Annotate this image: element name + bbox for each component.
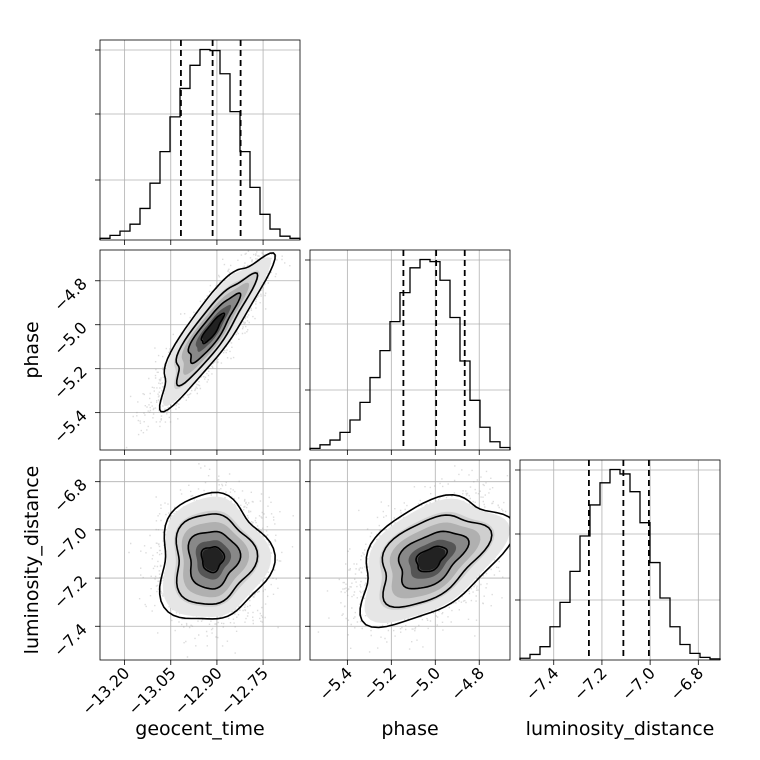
histogram-step-phase bbox=[309, 258, 511, 450]
axes-frame bbox=[99, 249, 301, 451]
y-tick-label: −7.0 bbox=[50, 523, 91, 564]
contour-line bbox=[397, 530, 470, 590]
histogram-panel-geocent-time bbox=[95, 39, 301, 245]
histogram-step-geocent-time bbox=[99, 48, 301, 240]
x-tick-label: −6.8 bbox=[666, 663, 707, 704]
x-tick-label: −13.20 bbox=[78, 663, 133, 718]
y-tick-label: −7.2 bbox=[50, 571, 91, 612]
contour-line bbox=[187, 530, 242, 590]
contour-line bbox=[187, 292, 242, 365]
y-tick-label: −5.4 bbox=[50, 406, 91, 447]
axes-frame bbox=[309, 249, 511, 451]
x-tick-label: −13.05 bbox=[124, 663, 179, 718]
axes-frame bbox=[519, 459, 721, 661]
scatter-panel-geocent-time-vs-luminosity-distance: −13.20−13.05−12.90−12.75 −7.4 −7.2 −7.0 −6.8 bbox=[50, 459, 301, 719]
density-level bbox=[202, 547, 224, 572]
y-tick-label: −5.0 bbox=[50, 318, 91, 359]
y-axis-label-phase: phase bbox=[21, 321, 43, 378]
x-axis-label-geocent-time: geocent_time bbox=[135, 718, 264, 740]
y-tick-label: −7.4 bbox=[50, 620, 91, 661]
contour-line bbox=[175, 513, 259, 605]
contour-line bbox=[415, 545, 449, 573]
x-tick-label: −4.8 bbox=[447, 663, 488, 704]
axes-frame bbox=[99, 39, 301, 241]
histogram-panel-phase bbox=[305, 249, 511, 455]
scatter-panel-geocent-time-vs-phase: −5.4−5.2−5.0−4.8 bbox=[50, 249, 301, 455]
x-tick-label: −12.90 bbox=[170, 663, 225, 718]
y-tick-label: −5.2 bbox=[50, 362, 91, 403]
scatter-panel-phase-vs-luminosity-distance: −5.4 −5.2 −5.0 −4.8 bbox=[305, 459, 511, 704]
x-tick-label: −7.0 bbox=[618, 663, 659, 704]
contour-line bbox=[175, 271, 259, 387]
y-axis-label-luminosity-distance: luminosity_distance bbox=[21, 466, 43, 655]
axes-frame bbox=[309, 459, 511, 661]
density-level bbox=[417, 547, 446, 571]
x-axis-label-phase: phase bbox=[381, 718, 438, 740]
histogram-step-luminosity-distance bbox=[519, 468, 721, 660]
x-tick-label: −7.2 bbox=[570, 663, 611, 704]
contour-line bbox=[200, 546, 226, 574]
contour-line bbox=[381, 514, 493, 609]
contour-line bbox=[158, 491, 276, 620]
axes-frame bbox=[99, 459, 301, 661]
x-tick-label: −12.75 bbox=[217, 663, 272, 718]
x-tick-label: −5.0 bbox=[403, 663, 444, 704]
contour-line bbox=[158, 252, 276, 413]
density-level bbox=[202, 315, 224, 343]
x-tick-label: −5.2 bbox=[359, 663, 400, 704]
contour-line bbox=[359, 493, 510, 629]
contour-line bbox=[200, 312, 226, 345]
y-tick-label: −6.8 bbox=[50, 475, 91, 516]
y-tick-label: −4.8 bbox=[50, 274, 91, 315]
x-tick-label: −5.4 bbox=[315, 663, 356, 704]
histogram-panel-luminosity-distance: −7.4 −7.2 −7.0 −6.8 bbox=[515, 459, 721, 704]
x-tick-label: −7.4 bbox=[522, 663, 563, 704]
x-axis-label-luminosity-distance: luminosity_distance bbox=[526, 718, 715, 740]
